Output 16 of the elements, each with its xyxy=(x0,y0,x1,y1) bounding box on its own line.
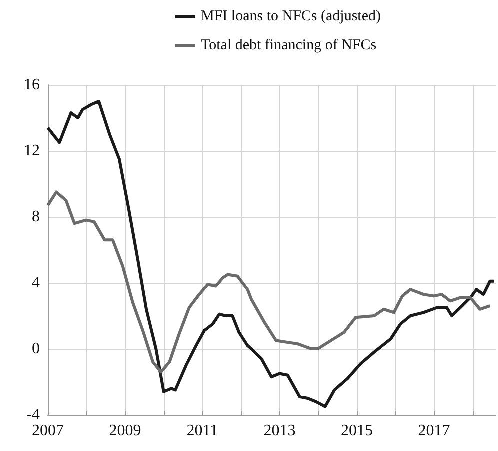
x-tick-label: 2009 xyxy=(109,422,142,440)
legend-label: Total debt financing of NFCs xyxy=(201,38,377,54)
y-tick-label: 12 xyxy=(24,142,40,160)
x-tick-label: 2013 xyxy=(264,422,296,440)
x-tick-label: 2017 xyxy=(418,422,450,440)
x-tick-label: 2015 xyxy=(340,422,373,440)
y-tick-label: 16 xyxy=(24,76,40,94)
y-tick-label: 0 xyxy=(32,340,40,358)
line-series xyxy=(46,100,496,408)
x-tick-label: 2007 xyxy=(32,422,64,440)
line-series xyxy=(46,190,492,374)
legend-label: MFI loans to NFCs (adjusted) xyxy=(201,8,382,24)
y-tick-label: 4 xyxy=(32,274,40,292)
x-tick-label: 2011 xyxy=(186,422,218,440)
y-tick-label: 8 xyxy=(32,208,40,226)
y-tick-label: -4 xyxy=(26,406,40,424)
